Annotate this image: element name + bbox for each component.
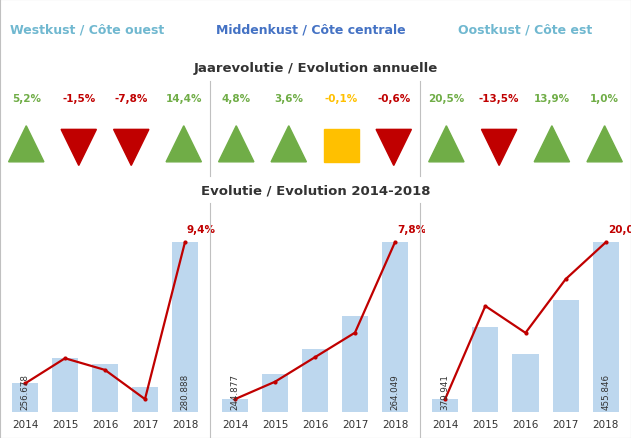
Text: 455.846: 455.846 <box>601 373 610 409</box>
Polygon shape <box>534 127 570 162</box>
Text: Westkust / Côte ouest: Westkust / Côte ouest <box>11 24 165 37</box>
Text: 280.888: 280.888 <box>180 372 189 409</box>
Text: 4,8%: 4,8% <box>221 94 251 104</box>
Bar <box>12 384 38 438</box>
Text: Jaarevolutie / Evolution annuelle: Jaarevolutie / Evolution annuelle <box>193 62 438 75</box>
Text: 379.941: 379.941 <box>440 373 450 409</box>
Text: 20,0%: 20,0% <box>608 225 631 235</box>
Text: 2014: 2014 <box>432 419 458 428</box>
Text: 13,9%: 13,9% <box>534 94 570 104</box>
Text: Evolutie / Evolution 2014-2018: Evolutie / Evolution 2014-2018 <box>201 184 430 197</box>
Text: 2014: 2014 <box>12 419 38 428</box>
Text: 244.877: 244.877 <box>230 373 240 409</box>
Bar <box>472 327 498 438</box>
Text: -1,5%: -1,5% <box>62 94 95 104</box>
Bar <box>222 399 248 438</box>
Text: 2016: 2016 <box>92 419 118 428</box>
Text: Oostkust / Côte est: Oostkust / Côte est <box>458 24 593 37</box>
Text: 9,4%: 9,4% <box>187 225 216 235</box>
Polygon shape <box>9 127 44 162</box>
Text: 3,6%: 3,6% <box>274 94 304 104</box>
Text: 2017: 2017 <box>553 419 579 428</box>
Bar <box>92 364 118 438</box>
Text: 1,0%: 1,0% <box>590 94 619 104</box>
Text: 2015: 2015 <box>52 419 78 428</box>
Text: -0,1%: -0,1% <box>324 94 358 104</box>
Bar <box>172 243 198 438</box>
Polygon shape <box>428 127 464 162</box>
Text: 2018: 2018 <box>172 419 198 428</box>
Text: 2016: 2016 <box>302 419 328 428</box>
Bar <box>52 358 78 438</box>
Text: 20,5%: 20,5% <box>428 94 464 104</box>
Bar <box>132 388 158 438</box>
Bar <box>262 374 288 438</box>
Polygon shape <box>481 130 517 166</box>
Text: -7,8%: -7,8% <box>115 94 148 104</box>
Text: -13,5%: -13,5% <box>479 94 519 104</box>
Text: 2014: 2014 <box>222 419 248 428</box>
Text: 7,8%: 7,8% <box>397 225 426 235</box>
Text: 264.049: 264.049 <box>391 373 399 409</box>
Text: 2018: 2018 <box>382 419 408 428</box>
Polygon shape <box>376 130 411 166</box>
Bar <box>512 354 539 438</box>
Bar <box>324 130 359 162</box>
Bar <box>342 317 368 438</box>
Bar <box>382 243 408 438</box>
Bar <box>302 349 328 438</box>
Polygon shape <box>218 127 254 162</box>
Text: 2015: 2015 <box>262 419 288 428</box>
Text: 2016: 2016 <box>512 419 539 428</box>
Polygon shape <box>114 130 149 166</box>
Polygon shape <box>271 127 307 162</box>
Text: Middenkust / Côte centrale: Middenkust / Côte centrale <box>216 24 406 37</box>
Text: 14,4%: 14,4% <box>165 94 202 104</box>
Polygon shape <box>61 130 97 166</box>
Text: 2018: 2018 <box>593 419 619 428</box>
Bar <box>593 243 619 438</box>
Polygon shape <box>166 127 201 162</box>
Bar <box>432 399 458 438</box>
Bar <box>553 300 579 438</box>
Text: 2017: 2017 <box>132 419 158 428</box>
Text: 2017: 2017 <box>342 419 368 428</box>
Text: 2015: 2015 <box>472 419 498 428</box>
Text: 5,2%: 5,2% <box>12 94 41 104</box>
Text: 256.678: 256.678 <box>21 373 30 409</box>
Text: -0,6%: -0,6% <box>377 94 410 104</box>
Polygon shape <box>587 127 622 162</box>
